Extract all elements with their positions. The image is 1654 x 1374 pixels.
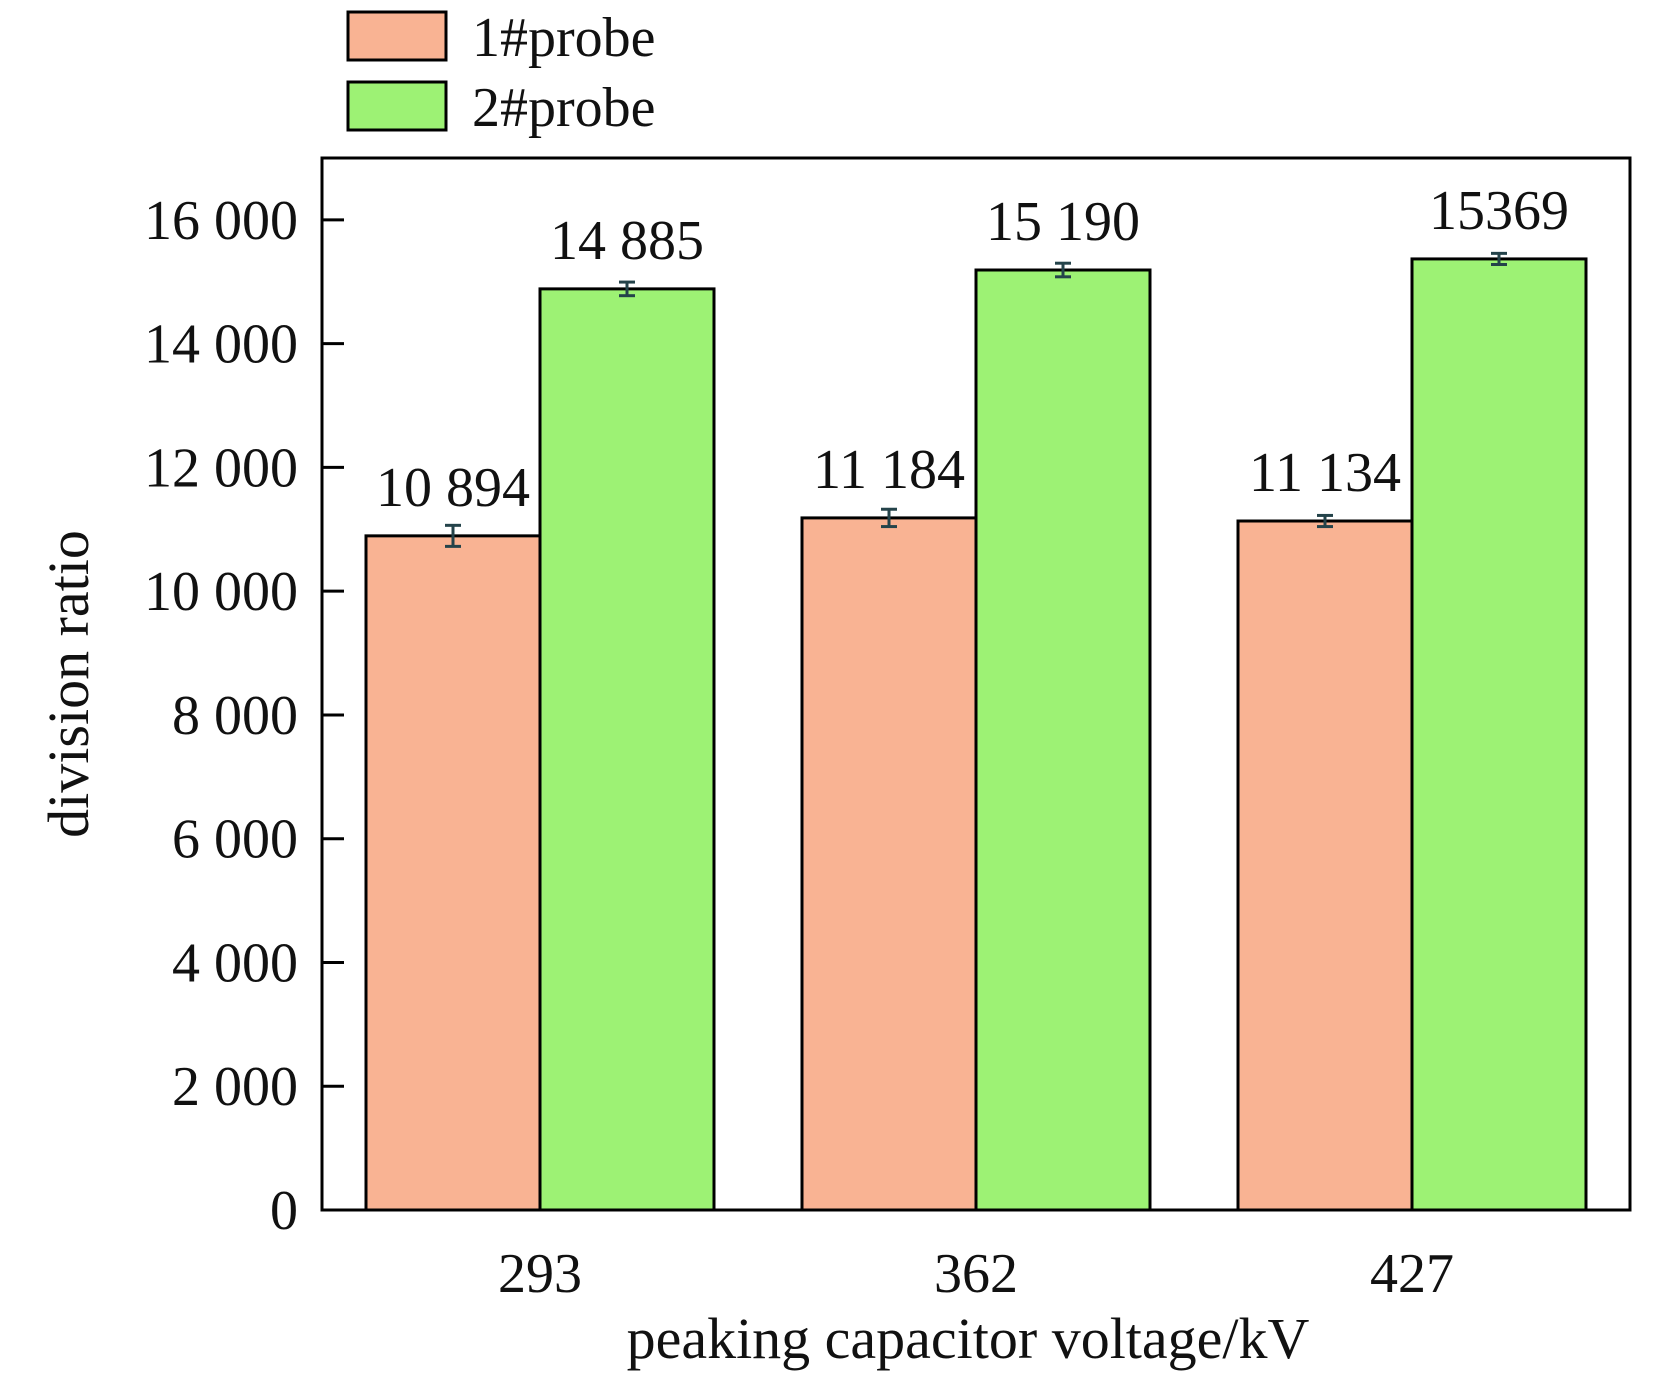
y-tick-label: 0 <box>270 1180 298 1242</box>
data-label-2-probe-293: 14 885 <box>550 210 704 272</box>
legend-swatch-1-probe <box>346 10 448 62</box>
x-tick-label: 427 <box>1370 1243 1454 1305</box>
bars <box>364 257 1588 1212</box>
error-bar-1-probe-362 <box>881 507 897 529</box>
y-tick-label: 10 000 <box>144 561 298 623</box>
data-label-1-probe-427: 11 134 <box>1249 442 1401 504</box>
data-label-2-probe-362: 15 190 <box>986 191 1140 253</box>
bar-1-probe-362 <box>800 516 978 1212</box>
legend-label-1-probe: 1#probe <box>472 7 656 69</box>
error-bar-2-probe-293 <box>619 280 635 298</box>
error-bars <box>445 251 1507 548</box>
bar-2-probe-427 <box>1410 257 1588 1212</box>
x-axis-title: peaking capacitor voltage/kV <box>627 1306 1310 1371</box>
data-labels: 10 894 14 885 11 184 15 190 11 134 15369 <box>376 180 1569 519</box>
legend-swatch-2-probe <box>346 80 448 132</box>
x-tick-label: 362 <box>934 1243 1018 1305</box>
y-tick-label: 2 000 <box>172 1056 298 1118</box>
legend-label-2-probe: 2#probe <box>472 77 656 139</box>
error-bar-2-probe-362 <box>1055 261 1071 279</box>
x-axis: 293 362 427 <box>498 1188 1454 1305</box>
y-tick-label: 14 000 <box>144 314 298 376</box>
plot-frame <box>320 156 1632 1212</box>
y-tick-label: 12 000 <box>144 437 298 499</box>
y-axis-title: division ratio <box>36 530 101 838</box>
error-bar-1-probe-427 <box>1317 513 1333 529</box>
y-axis: 0 2 000 4 000 6 000 8 000 10 000 12 000 14 000 1… <box>144 190 344 1242</box>
legend: 1#probe 2#probe <box>346 7 656 139</box>
bar-2-probe-362 <box>974 268 1152 1212</box>
error-bar-1-probe-293 <box>445 523 461 548</box>
x-tick-label: 293 <box>498 1243 582 1305</box>
y-tick-label: 16 000 <box>144 190 298 252</box>
bar-1-probe-427 <box>1236 519 1414 1212</box>
data-label-1-probe-293: 10 894 <box>376 457 530 519</box>
error-bar-2-probe-427 <box>1491 251 1507 266</box>
bar-2-probe-293 <box>538 287 716 1212</box>
y-tick-label: 8 000 <box>172 685 298 747</box>
y-tick-label: 6 000 <box>172 809 298 871</box>
bar-1-probe-293 <box>364 534 542 1212</box>
data-label-1-probe-362: 11 184 <box>813 439 965 501</box>
data-label-2-probe-427: 15369 <box>1429 180 1569 242</box>
y-tick-label: 4 000 <box>172 932 298 994</box>
